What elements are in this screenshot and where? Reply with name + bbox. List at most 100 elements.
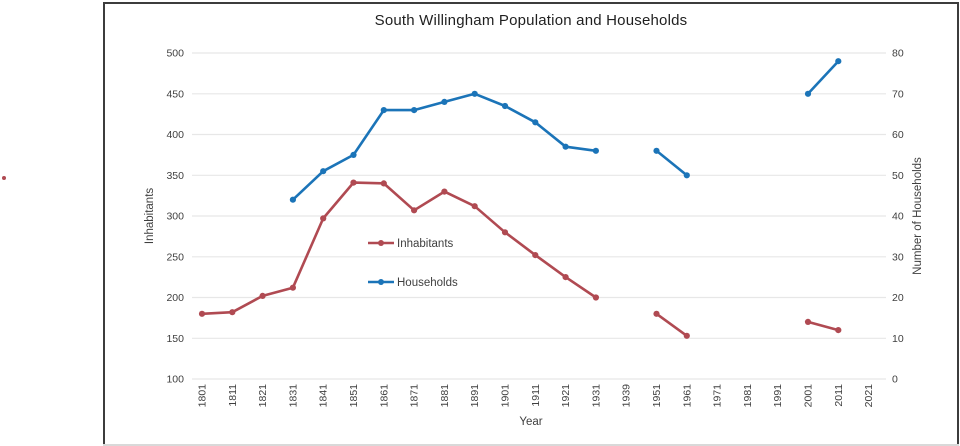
x-axis-tick-label: 1881 bbox=[439, 384, 451, 408]
x-axis-tick-label: 1851 bbox=[348, 384, 360, 408]
right-axis-tick-label: 80 bbox=[892, 48, 904, 60]
left-axis-tick-label: 400 bbox=[166, 129, 184, 141]
legend-item-inhabitants: Inhabitants bbox=[368, 238, 454, 250]
svg-text:1811: 1811 bbox=[227, 384, 239, 407]
inhabitants-marker bbox=[320, 215, 327, 222]
svg-text:1911: 1911 bbox=[530, 384, 542, 407]
right-axis-tick-label: 10 bbox=[892, 333, 904, 345]
x-axis-tick-label: 1891 bbox=[469, 384, 481, 408]
left-axis-tick-label: 100 bbox=[166, 374, 184, 386]
svg-text:1801: 1801 bbox=[197, 384, 209, 408]
svg-text:1901: 1901 bbox=[500, 384, 512, 408]
inhabitants-marker bbox=[471, 203, 478, 210]
svg-text:1861: 1861 bbox=[378, 384, 390, 408]
inhabitants-marker bbox=[501, 229, 509, 236]
households-marker bbox=[804, 90, 812, 97]
inhabitants-line bbox=[655, 312, 689, 338]
svg-text:1831: 1831 bbox=[287, 384, 299, 408]
x-axis-tick-label: 1981 bbox=[742, 384, 754, 408]
x-axis-title: Year bbox=[519, 416, 542, 428]
households-marker bbox=[835, 58, 842, 65]
households-marker bbox=[320, 168, 327, 175]
households-marker bbox=[411, 107, 418, 114]
x-axis-tick-label: 1901 bbox=[500, 384, 512, 408]
left-axis-tick-label: 500 bbox=[166, 48, 184, 60]
x-axis-tick-label: 1939 bbox=[621, 384, 633, 408]
svg-text:Inhabitants: Inhabitants bbox=[144, 188, 156, 245]
x-axis-tick-label: 2001 bbox=[803, 384, 815, 408]
households-marker bbox=[683, 172, 690, 179]
left-axis-tick-label: 150 bbox=[166, 333, 184, 345]
x-axis-tick-label: 1921 bbox=[560, 384, 572, 408]
x-axis-tick-label: 1911 bbox=[530, 384, 542, 407]
households-marker bbox=[350, 151, 357, 158]
inhabitants-marker bbox=[835, 327, 842, 334]
svg-text:2001: 2001 bbox=[803, 384, 815, 408]
x-axis-tick-label: 1971 bbox=[712, 384, 724, 408]
inhabitants-marker bbox=[289, 284, 296, 291]
households-marker bbox=[592, 147, 600, 154]
svg-text:1881: 1881 bbox=[439, 384, 451, 408]
inhabitants-marker bbox=[198, 310, 206, 317]
x-axis-tick-label: 1811 bbox=[227, 384, 239, 407]
households-marker bbox=[471, 90, 478, 97]
x-axis-tick-label: 1841 bbox=[318, 384, 330, 408]
left-axis-tick-label: 250 bbox=[166, 251, 184, 263]
legend-label: Inhabitants bbox=[397, 238, 454, 250]
svg-text:2011: 2011 bbox=[833, 384, 845, 407]
x-axis-tick-label: 1831 bbox=[287, 384, 299, 408]
inhabitants-marker bbox=[804, 318, 812, 325]
households-marker bbox=[289, 196, 296, 203]
x-axis-tick-label: 1871 bbox=[409, 384, 421, 408]
svg-text:1981: 1981 bbox=[742, 384, 754, 408]
households-line bbox=[806, 59, 840, 96]
x-axis-tick-label: 1931 bbox=[590, 384, 602, 408]
households-line bbox=[655, 149, 689, 177]
right-axis-tick-label: 40 bbox=[892, 211, 904, 223]
households-marker bbox=[532, 119, 539, 126]
svg-text:1971: 1971 bbox=[712, 384, 724, 408]
x-axis-tick-label: 1951 bbox=[651, 384, 663, 408]
svg-text:1939: 1939 bbox=[621, 384, 633, 408]
left-axis-tick-label: 350 bbox=[166, 170, 184, 182]
right-axis-tick-label: 0 bbox=[892, 374, 898, 386]
svg-text:2021: 2021 bbox=[863, 384, 875, 408]
legend-swatch-marker bbox=[378, 279, 384, 285]
inhabitants-marker bbox=[350, 179, 357, 186]
x-axis-tick-label: 1821 bbox=[257, 384, 269, 408]
households-marker bbox=[380, 107, 387, 114]
inhabitants-marker bbox=[683, 332, 690, 339]
x-axis-tick-label: 2021 bbox=[863, 384, 875, 408]
households-line bbox=[291, 92, 598, 201]
chart-frame: South Willingham Population and Househol… bbox=[103, 2, 959, 446]
left-axis-tick-label: 200 bbox=[166, 292, 184, 304]
households-marker bbox=[653, 147, 660, 154]
bottom-edge-strip bbox=[103, 444, 959, 446]
households-marker bbox=[501, 102, 509, 110]
inhabitants-marker bbox=[592, 294, 600, 301]
inhabitants-line bbox=[806, 320, 840, 332]
svg-text:1921: 1921 bbox=[560, 384, 572, 408]
svg-text:1991: 1991 bbox=[772, 384, 784, 408]
svg-text:1951: 1951 bbox=[651, 384, 663, 408]
svg-text:1841: 1841 bbox=[318, 384, 330, 408]
legend-swatch-marker bbox=[378, 240, 384, 246]
right-axis-tick-label: 20 bbox=[892, 292, 904, 304]
right-axis-tick-label: 60 bbox=[892, 129, 904, 141]
chart-title: South Willingham Population and Househol… bbox=[374, 12, 688, 29]
svg-text:1821: 1821 bbox=[257, 384, 269, 408]
inhabitants-marker bbox=[229, 309, 236, 316]
inhabitants-marker bbox=[411, 207, 418, 214]
households-marker bbox=[441, 98, 448, 105]
right-axis-title: Number of Households bbox=[912, 157, 924, 275]
svg-text:1851: 1851 bbox=[348, 384, 360, 408]
inhabitants-marker bbox=[380, 180, 387, 187]
x-axis-tick-label: 1801 bbox=[197, 384, 209, 408]
x-axis-tick-label: 2011 bbox=[833, 384, 845, 407]
inhabitants-marker bbox=[653, 310, 660, 317]
svg-text:1871: 1871 bbox=[409, 384, 421, 408]
svg-text:Number of Households: Number of Households bbox=[912, 157, 924, 275]
legend-item-households: Households bbox=[368, 277, 458, 289]
